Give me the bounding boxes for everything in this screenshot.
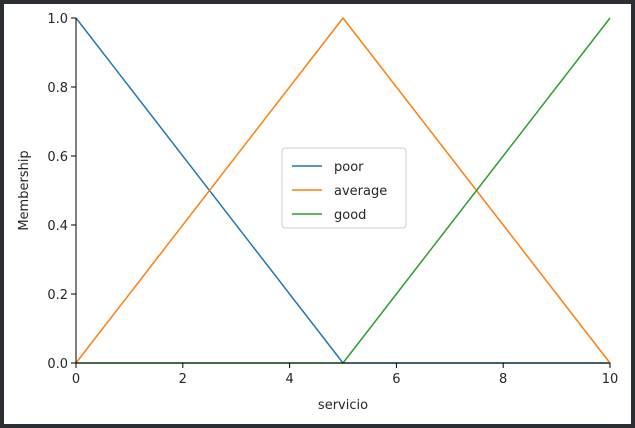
legend-label-average: average [334,184,387,199]
x-tick-label: 2 [179,372,187,387]
ticks: 0 2 4 6 8 10 0.0 0.2 0.4 0.6 0.8 1.0 [47,12,618,387]
chart-figure: 0 2 4 6 8 10 0.0 0.2 0.4 0.6 0.8 1.0 servicio Membe… [4,4,631,424]
y-tick-label: 1.0 [47,12,68,27]
x-tick-label: 6 [392,372,400,387]
y-tick-label: 0.6 [47,150,68,165]
x-axis-label: servicio [318,398,368,413]
x-tick-label: 0 [72,372,80,387]
y-tick-label: 0.2 [47,288,68,303]
membership-chart: 0 2 4 6 8 10 0.0 0.2 0.4 0.6 0.8 1.0 servicio Membe… [17,12,618,413]
x-tick-label: 10 [602,372,619,387]
y-tick-label: 0.4 [47,219,68,234]
x-tick-label: 8 [499,372,507,387]
legend-label-poor: poor [334,160,364,175]
legend: poor average good [281,147,407,229]
series-line-average [75,17,611,364]
x-tick-label: 4 [285,372,293,387]
axes [75,18,610,364]
legend-label-good: good [334,208,366,223]
legend-frame [281,147,407,229]
y-axis-label: Membership [17,150,32,230]
y-tick-label: 0.0 [47,357,68,372]
y-tick-label: 0.8 [47,81,68,96]
